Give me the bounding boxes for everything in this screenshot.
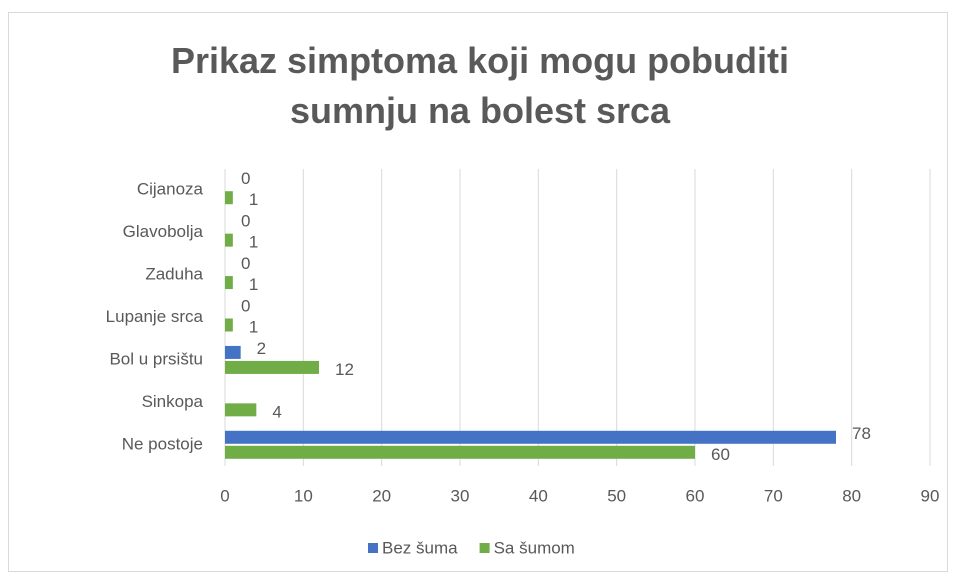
chart-frame (8, 12, 948, 572)
bar (225, 445, 695, 459)
data-label: 1 (249, 233, 258, 252)
bar (225, 403, 257, 417)
x-tick-label: 0 (220, 486, 229, 505)
data-label: 78 (852, 424, 871, 443)
x-tick-label: 50 (607, 486, 626, 505)
y-tick-label: Cijanoza (137, 180, 204, 199)
data-label: 0 (241, 296, 250, 315)
bar (225, 360, 319, 374)
data-label: 0 (241, 169, 250, 188)
x-tick-label: 70 (764, 486, 783, 505)
data-label: 1 (249, 275, 258, 294)
x-tick-label: 60 (686, 486, 705, 505)
data-label: 1 (249, 190, 258, 209)
y-tick-label: Sinkopa (142, 392, 204, 411)
data-label: 4 (272, 402, 281, 421)
bar (225, 233, 233, 247)
bar (225, 430, 836, 444)
x-tick-label: 10 (294, 486, 313, 505)
chart-title: Prikaz simptoma koji mogu pobuditi sumnj… (170, 40, 790, 131)
x-tick-label: 30 (451, 486, 470, 505)
data-label: 1 (249, 317, 258, 336)
data-label: 60 (711, 445, 730, 464)
y-tick-label: Glavobolja (123, 222, 204, 241)
x-tick-label: 20 (372, 486, 391, 505)
legend-swatch (479, 543, 490, 553)
data-label: 0 (241, 254, 250, 273)
data-label: 0 (241, 212, 250, 231)
data-label: 2 (257, 339, 266, 358)
y-tick-label: Ne postoje (122, 434, 203, 453)
bar (225, 191, 233, 205)
x-tick-label: 80 (842, 486, 861, 505)
bar (225, 318, 233, 332)
data-label: 12 (335, 360, 354, 379)
x-tick-label: 90 (921, 486, 940, 505)
legend-swatch (368, 543, 378, 553)
legend-label: Sa šumom (494, 538, 575, 557)
bar (225, 276, 233, 290)
y-tick-label: Zaduha (145, 265, 203, 284)
x-tick-label: 40 (529, 486, 548, 505)
legend-label: Bez šuma (382, 538, 458, 557)
y-tick-label: Bol u prsištu (109, 349, 203, 368)
bar (225, 345, 241, 359)
y-tick-label: Lupanje srca (106, 307, 204, 326)
